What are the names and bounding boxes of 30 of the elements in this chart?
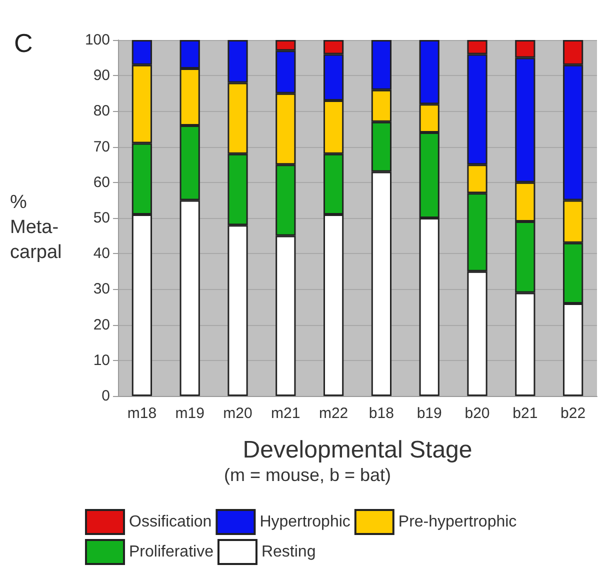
y-tick-label: 0 <box>102 388 110 404</box>
x-tick-label: b21 <box>512 405 538 422</box>
legend-label: Hypertrophic <box>260 514 350 530</box>
x-tick-label: b20 <box>464 405 490 422</box>
x-tick-label: m19 <box>175 405 204 422</box>
legend-label: Resting <box>261 544 316 560</box>
text: (m = mouse, b = bat) <box>224 465 392 485</box>
x-tick-label: b22 <box>560 405 586 422</box>
legend-label: Proliferative <box>129 544 214 560</box>
x-axis-title: Developmental Stage <box>242 436 472 464</box>
text: C <box>14 28 33 58</box>
x-tick-label: b18 <box>368 405 394 422</box>
legend-label: Ossification <box>129 514 212 530</box>
y-tick-label: 100 <box>84 32 110 48</box>
x-tick-label: m20 <box>223 405 252 422</box>
y-tick-label: 10 <box>93 352 110 369</box>
y-tick-label: 40 <box>93 245 110 262</box>
x-tick-label: m22 <box>318 405 348 422</box>
y-tick-label: 80 <box>93 102 110 120</box>
y-tick-label: 90 <box>93 67 110 84</box>
x-tick-label: m18 <box>127 405 157 422</box>
x-tick-label: b19 <box>416 405 442 422</box>
y-tick-label: 60 <box>93 174 110 191</box>
y-tick-label: 50 <box>93 210 110 226</box>
legend-label: Pre-hypertrophic <box>398 514 517 530</box>
y-axis-title: % Meta- carpal <box>10 192 62 263</box>
y-tick-label: 30 <box>93 280 110 298</box>
x-tick-label: m21 <box>271 405 300 422</box>
y-tick-label: 20 <box>93 316 110 334</box>
y-tick-label: 70 <box>93 138 110 156</box>
